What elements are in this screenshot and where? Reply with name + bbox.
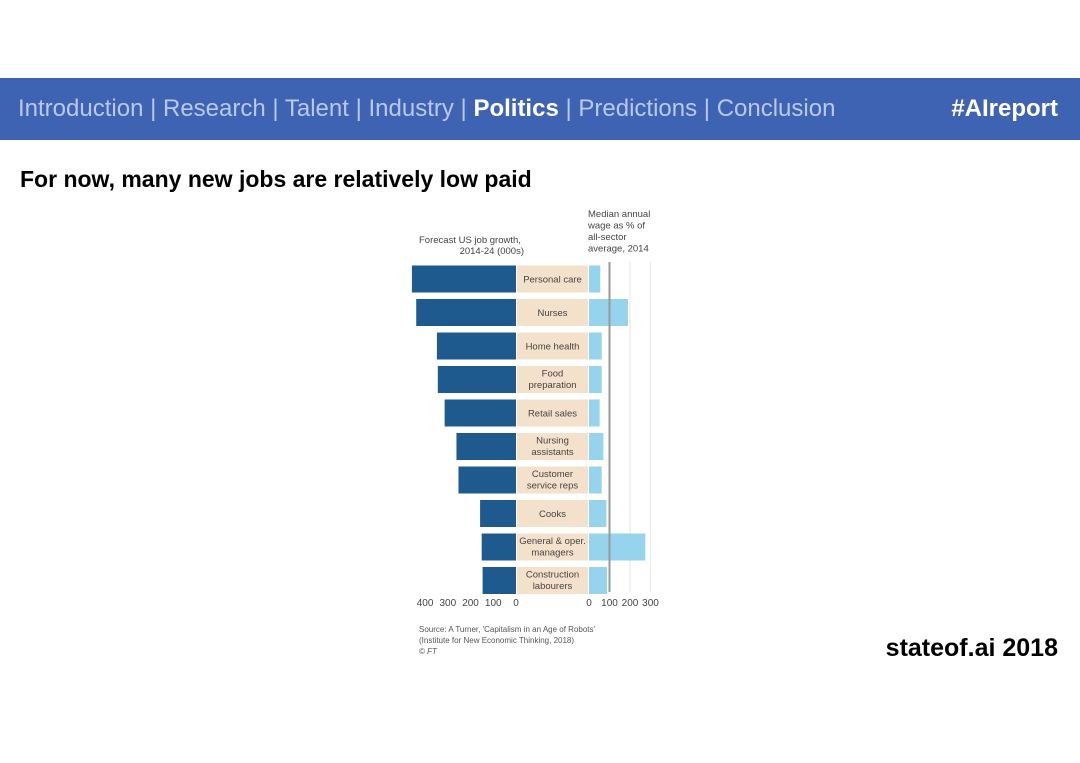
nav-item-introduction[interactable]: Introduction	[18, 95, 144, 122]
category-label: assistants	[531, 447, 573, 458]
category-label: Personal care	[523, 275, 582, 286]
category-label: Cooks	[539, 509, 566, 520]
category-label-box	[517, 533, 588, 561]
job-growth-wage-chart: Forecast US job growth,2014-24 (000s) Med…	[411, 209, 659, 656]
right-panel-title: average, 2014	[588, 244, 649, 255]
nav-separator: |	[265, 95, 285, 122]
category-label: preparation	[528, 380, 576, 391]
footer-brand: stateof.ai 2018	[885, 634, 1058, 662]
job-growth-bar	[481, 533, 516, 561]
category-label: Retail sales	[528, 409, 577, 420]
slide-title: For now, many new jobs are relatively lo…	[20, 166, 532, 192]
source-note: © FT	[419, 647, 438, 656]
right-axis-tick: 0	[586, 598, 592, 609]
wage-bar	[589, 399, 600, 427]
left-panel-title: Forecast US job growth,	[419, 235, 521, 246]
right-axis-tick: 200	[622, 598, 639, 609]
category-label-box	[517, 299, 588, 326]
category-label-box	[517, 567, 588, 594]
right-panel-title: all-sector	[588, 232, 627, 243]
category-label: labourers	[533, 581, 573, 592]
wage-bar	[589, 299, 628, 326]
right-axis-tick: 100	[601, 598, 618, 609]
nav-item-talent[interactable]: Talent	[284, 95, 349, 122]
nav-item-conclusion[interactable]: Conclusion	[716, 95, 836, 122]
wage-bar	[589, 533, 646, 561]
wage-bar	[589, 265, 601, 293]
wage-bar	[589, 366, 602, 393]
nav-item-industry[interactable]: Industry	[368, 95, 454, 122]
source-note: (Institute for New Economic Thinking, 20…	[419, 636, 574, 645]
category-label-box	[517, 500, 588, 527]
wage-bar	[589, 332, 602, 360]
category-label: Construction	[526, 570, 579, 581]
left-axis-tick: 400	[417, 598, 434, 609]
category-label-box	[517, 265, 588, 293]
nav-separator: |	[558, 95, 579, 122]
left-axis-tick: 100	[485, 598, 502, 609]
nav-separator: |	[143, 95, 163, 122]
wage-bar	[589, 433, 604, 460]
wage-bar	[589, 466, 602, 494]
category-label: service reps	[527, 481, 578, 492]
wage-bar	[589, 567, 608, 594]
category-label-box	[517, 399, 588, 427]
nav-item-predictions[interactable]: Predictions	[578, 95, 698, 122]
hashtag-label: #AIreport	[951, 95, 1058, 122]
job-growth-bar	[436, 332, 516, 360]
category-label: Nurses	[537, 308, 567, 319]
category-label: Home health	[526, 342, 580, 353]
job-growth-bar	[416, 299, 516, 326]
category-label: Customer	[532, 469, 573, 480]
category-label: Nursing	[536, 436, 569, 447]
job-growth-bar	[444, 399, 516, 427]
left-axis-tick: 0	[513, 598, 519, 609]
left-axis-tick: 200	[462, 598, 479, 609]
nav-separator: |	[348, 95, 369, 122]
job-growth-bar	[458, 466, 516, 494]
left-axis-tick: 300	[439, 598, 456, 609]
category-label: Food	[542, 369, 564, 380]
category-label: General & oper.	[519, 536, 586, 547]
job-growth-bar	[456, 433, 516, 460]
source-note: Source: A Turner, 'Capitalism in an Age …	[419, 625, 596, 634]
category-label-box	[517, 366, 588, 393]
left-panel-title: 2014-24 (000s)	[460, 246, 524, 257]
nav-item-research[interactable]: Research	[163, 95, 266, 122]
right-axis-tick: 300	[642, 598, 659, 609]
job-growth-bar	[482, 567, 516, 594]
wage-bar	[589, 500, 607, 527]
section-nav: Introduction | Research | Talent | Indus…	[18, 78, 835, 140]
nav-item-politics[interactable]: Politics	[473, 95, 559, 122]
job-growth-bar	[437, 366, 516, 393]
nav-separator: |	[697, 95, 717, 122]
category-label-box	[517, 332, 588, 360]
job-growth-bar	[480, 500, 516, 527]
nav-separator: |	[453, 95, 474, 122]
category-label-box	[517, 466, 588, 494]
right-panel-title: Median annual	[588, 209, 650, 220]
right-panel-title: wage as % of	[587, 221, 645, 232]
category-label: managers	[531, 548, 573, 559]
category-label-box	[517, 433, 588, 460]
job-growth-bar	[411, 265, 516, 293]
top-nav-bar: Introduction | Research | Talent | Indus…	[0, 78, 1080, 140]
